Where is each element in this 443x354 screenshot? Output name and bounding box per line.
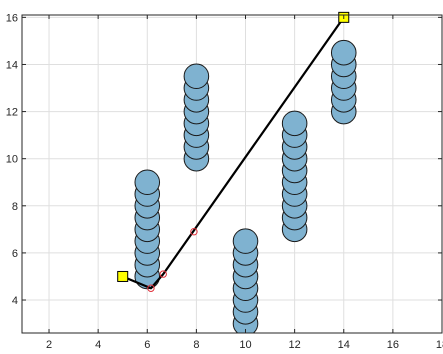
x-tick-label: 14 bbox=[338, 339, 350, 351]
x-tick-label: 8 bbox=[193, 339, 199, 351]
waypoint-marker bbox=[147, 284, 155, 292]
waypoint-marker bbox=[159, 270, 167, 278]
obstacles bbox=[134, 39, 357, 333]
waypoint-marker bbox=[190, 228, 198, 236]
path bbox=[122, 16, 345, 290]
path-line bbox=[122, 16, 345, 290]
x-tick-label: 6 bbox=[144, 339, 150, 351]
plot-area bbox=[22, 15, 442, 333]
obstacle-circle bbox=[232, 228, 259, 254]
start-marker bbox=[117, 270, 129, 282]
x-tick-label: 4 bbox=[95, 339, 101, 351]
y-tick-label: 16 bbox=[6, 12, 18, 24]
x-tick-label: 16 bbox=[387, 339, 399, 351]
y-tick-label: 12 bbox=[6, 107, 18, 119]
obstacle-circle bbox=[134, 169, 161, 196]
y-tick-label: 8 bbox=[12, 201, 18, 213]
y-tick-label: 6 bbox=[12, 248, 18, 260]
obstacle-circle bbox=[183, 63, 210, 90]
x-tick-label: 18 bbox=[436, 339, 443, 351]
axis-ticks: 2 4 6 8 10 12 14 16 18 4 6 8 10 12 14 16 bbox=[6, 12, 443, 351]
x-tick-label: 12 bbox=[289, 339, 301, 351]
waypoints bbox=[147, 228, 198, 292]
y-tick-label: 14 bbox=[6, 59, 18, 71]
y-tick-label: 10 bbox=[6, 154, 18, 166]
x-tick-label: 2 bbox=[46, 339, 52, 351]
obstacle-circle bbox=[281, 110, 308, 137]
obstacle-circle bbox=[330, 39, 357, 66]
plot-frame bbox=[21, 14, 443, 334]
x-tick-label: 10 bbox=[239, 339, 251, 351]
y-tick-label: 4 bbox=[12, 295, 18, 307]
